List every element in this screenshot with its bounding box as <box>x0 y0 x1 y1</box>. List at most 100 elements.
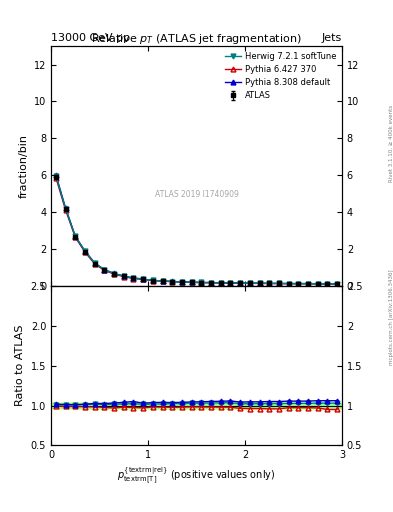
X-axis label: $p_\mathrm{textrm[T]}^\mathrm{\{textrm|rel\}}$ (positive values only): $p_\mathrm{textrm[T]}^\mathrm{\{textrm|r… <box>117 466 276 486</box>
Pythia 8.308 default <box>131 275 136 281</box>
Text: ATLAS 2019 I1740909: ATLAS 2019 I1740909 <box>154 190 239 199</box>
Pythia 8.308 default <box>228 280 233 286</box>
Herwig 7.2.1 softTune <box>306 281 310 287</box>
Pythia 8.308 default <box>286 281 291 287</box>
Pythia 6.427 370 <box>286 281 291 287</box>
Herwig 7.2.1 softTune <box>277 281 281 287</box>
Line: Pythia 6.427 370: Pythia 6.427 370 <box>53 176 340 286</box>
Herwig 7.2.1 softTune <box>63 206 68 212</box>
Text: Rivet 3.1.10, ≥ 400k events: Rivet 3.1.10, ≥ 400k events <box>389 105 393 182</box>
Pythia 8.308 default <box>151 278 155 284</box>
Pythia 6.427 370 <box>315 281 320 287</box>
Pythia 6.427 370 <box>73 234 78 241</box>
Pythia 8.308 default <box>180 279 184 285</box>
Herwig 7.2.1 softTune <box>257 280 262 286</box>
Pythia 8.308 default <box>248 280 252 286</box>
Pythia 6.427 370 <box>189 280 194 286</box>
Y-axis label: Ratio to ATLAS: Ratio to ATLAS <box>15 325 25 407</box>
Pythia 8.308 default <box>306 281 310 287</box>
Pythia 6.427 370 <box>141 276 145 283</box>
Pythia 8.308 default <box>277 280 281 286</box>
Herwig 7.2.1 softTune <box>296 281 301 287</box>
Herwig 7.2.1 softTune <box>92 260 97 266</box>
Pythia 6.427 370 <box>131 275 136 282</box>
Pythia 8.308 default <box>63 205 68 211</box>
Herwig 7.2.1 softTune <box>219 280 223 286</box>
Herwig 7.2.1 softTune <box>325 281 330 287</box>
Herwig 7.2.1 softTune <box>102 267 107 273</box>
Herwig 7.2.1 softTune <box>315 281 320 287</box>
Pythia 6.427 370 <box>248 280 252 286</box>
Pythia 6.427 370 <box>102 267 107 273</box>
Title: Relative $p_T$ (ATLAS jet fragmentation): Relative $p_T$ (ATLAS jet fragmentation) <box>91 32 302 46</box>
Pythia 6.427 370 <box>151 278 155 284</box>
Pythia 8.308 default <box>83 248 87 254</box>
Pythia 6.427 370 <box>228 280 233 286</box>
Pythia 8.308 default <box>238 280 242 286</box>
Herwig 7.2.1 softTune <box>248 280 252 286</box>
Herwig 7.2.1 softTune <box>141 276 145 282</box>
Pythia 6.427 370 <box>238 280 242 286</box>
Pythia 8.308 default <box>219 280 223 286</box>
Herwig 7.2.1 softTune <box>160 278 165 284</box>
Pythia 6.427 370 <box>277 281 281 287</box>
Pythia 8.308 default <box>296 281 301 287</box>
Pythia 6.427 370 <box>170 279 174 285</box>
Pythia 6.427 370 <box>121 273 126 280</box>
Pythia 8.308 default <box>92 260 97 266</box>
Pythia 6.427 370 <box>219 280 223 286</box>
Herwig 7.2.1 softTune <box>189 279 194 285</box>
Pythia 8.308 default <box>267 280 272 286</box>
Herwig 7.2.1 softTune <box>209 280 213 286</box>
Pythia 6.427 370 <box>180 279 184 285</box>
Pythia 6.427 370 <box>112 271 116 277</box>
Herwig 7.2.1 softTune <box>199 280 204 286</box>
Herwig 7.2.1 softTune <box>286 281 291 287</box>
Herwig 7.2.1 softTune <box>53 173 58 179</box>
Y-axis label: fraction/bin: fraction/bin <box>18 134 28 198</box>
Text: 13000 GeV pp: 13000 GeV pp <box>51 33 130 44</box>
Pythia 8.308 default <box>102 267 107 273</box>
Herwig 7.2.1 softTune <box>121 273 126 280</box>
Pythia 6.427 370 <box>92 261 97 267</box>
Pythia 6.427 370 <box>325 281 330 287</box>
Herwig 7.2.1 softTune <box>238 280 242 286</box>
Pythia 8.308 default <box>170 279 174 285</box>
Pythia 8.308 default <box>325 281 330 287</box>
Herwig 7.2.1 softTune <box>73 233 78 240</box>
Pythia 8.308 default <box>209 280 213 286</box>
Text: Jets: Jets <box>321 33 342 44</box>
Herwig 7.2.1 softTune <box>151 278 155 284</box>
Herwig 7.2.1 softTune <box>228 280 233 286</box>
Pythia 8.308 default <box>112 270 116 276</box>
Herwig 7.2.1 softTune <box>131 275 136 281</box>
Pythia 8.308 default <box>73 233 78 240</box>
Herwig 7.2.1 softTune <box>180 279 184 285</box>
Pythia 8.308 default <box>141 276 145 282</box>
Pythia 6.427 370 <box>160 278 165 284</box>
Line: Pythia 8.308 default: Pythia 8.308 default <box>53 173 340 286</box>
Pythia 6.427 370 <box>296 281 301 287</box>
Herwig 7.2.1 softTune <box>112 270 116 276</box>
Pythia 8.308 default <box>257 280 262 286</box>
Pythia 6.427 370 <box>267 281 272 287</box>
Herwig 7.2.1 softTune <box>83 248 87 254</box>
Pythia 6.427 370 <box>63 207 68 213</box>
Pythia 6.427 370 <box>83 249 87 255</box>
Herwig 7.2.1 softTune <box>170 279 174 285</box>
Pythia 6.427 370 <box>306 281 310 287</box>
Herwig 7.2.1 softTune <box>267 281 272 287</box>
Pythia 8.308 default <box>121 273 126 279</box>
Line: Herwig 7.2.1 softTune: Herwig 7.2.1 softTune <box>53 174 340 286</box>
Pythia 8.308 default <box>53 172 58 178</box>
Pythia 8.308 default <box>199 280 204 286</box>
Pythia 6.427 370 <box>335 281 340 287</box>
Legend: Herwig 7.2.1 softTune, Pythia 6.427 370, Pythia 8.308 default, ATLAS: Herwig 7.2.1 softTune, Pythia 6.427 370,… <box>223 50 338 102</box>
Pythia 8.308 default <box>189 279 194 285</box>
Herwig 7.2.1 softTune <box>335 281 340 287</box>
Bar <box>51 401 342 410</box>
Pythia 8.308 default <box>315 281 320 287</box>
Pythia 6.427 370 <box>209 280 213 286</box>
Bar <box>51 403 342 408</box>
Pythia 8.308 default <box>160 278 165 284</box>
